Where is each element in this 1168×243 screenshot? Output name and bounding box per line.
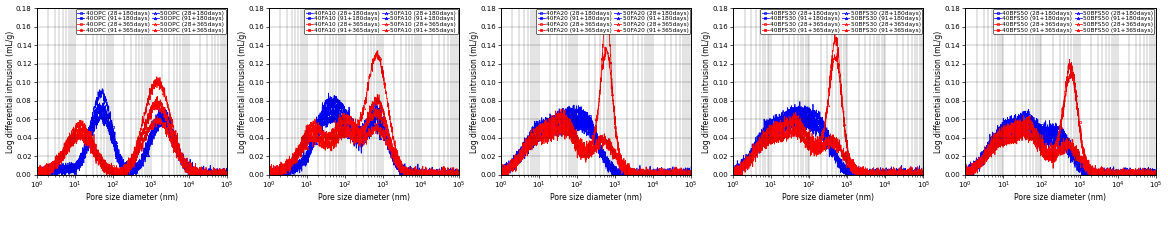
Y-axis label: Log differential intrusion (mL/g): Log differential intrusion (mL/g) <box>238 30 246 153</box>
X-axis label: Pore size diameter (nm): Pore size diameter (nm) <box>550 192 642 201</box>
X-axis label: Pore size diameter (nm): Pore size diameter (nm) <box>783 192 875 201</box>
Y-axis label: Log differential intrusion (mL/g): Log differential intrusion (mL/g) <box>934 30 944 153</box>
X-axis label: Pore size diameter (nm): Pore size diameter (nm) <box>1015 192 1106 201</box>
Legend: 40FA20 (28+180days), 40FA20 (91+180days), 40FA20 (28+365days), 40FA20 (91+365day: 40FA20 (28+180days), 40FA20 (91+180days)… <box>536 9 690 34</box>
X-axis label: Pore size diameter (nm): Pore size diameter (nm) <box>85 192 178 201</box>
Y-axis label: Log differential intrusion (mL/g): Log differential intrusion (mL/g) <box>470 30 479 153</box>
X-axis label: Pore size diameter (nm): Pore size diameter (nm) <box>318 192 410 201</box>
Legend: 40BFS30 (28+180days), 40BFS30 (91+180days), 40BFS30 (28+365days), 40BFS30 (91+36: 40BFS30 (28+180days), 40BFS30 (91+180day… <box>760 9 923 34</box>
Y-axis label: Log differential intrusion (mL/g): Log differential intrusion (mL/g) <box>6 30 14 153</box>
Legend: 40BFS50 (28+180days), 40BFS50 (91+180days), 40BFS50 (28+365days), 40BFS50 (91+36: 40BFS50 (28+180days), 40BFS50 (91+180day… <box>993 9 1154 34</box>
Legend: 40FA10 (28+180days), 40FA10 (91+180days), 40FA10 (28+365days), 40FA10 (91+365day: 40FA10 (28+180days), 40FA10 (91+180days)… <box>305 9 458 34</box>
Legend: 40OPC (28+180days), 40OPC (91+180days), 40OPC (28+365days), 40OPC (91+365days), : 40OPC (28+180days), 40OPC (91+180days), … <box>76 9 225 34</box>
Y-axis label: Log differential intrusion (mL/g): Log differential intrusion (mL/g) <box>702 30 711 153</box>
